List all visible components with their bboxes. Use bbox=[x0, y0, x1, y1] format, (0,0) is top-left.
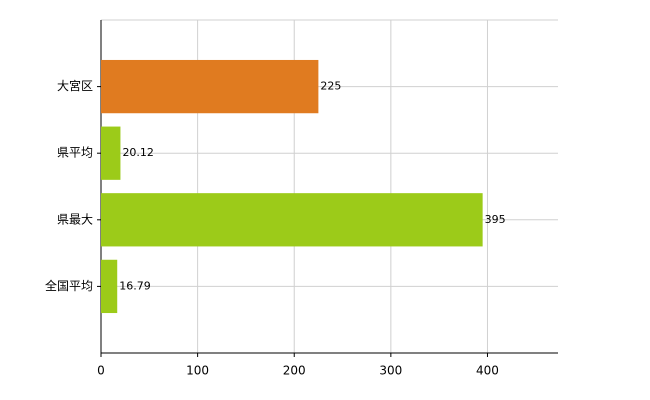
value-label: 20.12 bbox=[122, 146, 154, 159]
y-tick-label: 県平均 bbox=[57, 146, 93, 160]
x-tick-label: 0 bbox=[97, 364, 105, 378]
value-label: 395 bbox=[485, 213, 506, 226]
x-tick-label: 300 bbox=[379, 364, 402, 378]
bar bbox=[101, 259, 118, 314]
bar bbox=[101, 59, 319, 114]
y-tick-label: 大宮区 bbox=[57, 78, 93, 93]
x-tick-label: 400 bbox=[476, 364, 499, 378]
bar bbox=[101, 193, 483, 247]
bar bbox=[101, 126, 121, 180]
y-tick-label: 全国平均 bbox=[45, 278, 93, 293]
y-tick-label: 県最大 bbox=[57, 212, 93, 226]
value-label: 16.79 bbox=[119, 279, 150, 292]
value-label: 225 bbox=[320, 80, 341, 93]
x-tick-label: 200 bbox=[283, 364, 306, 378]
x-tick-label: 100 bbox=[186, 364, 209, 378]
